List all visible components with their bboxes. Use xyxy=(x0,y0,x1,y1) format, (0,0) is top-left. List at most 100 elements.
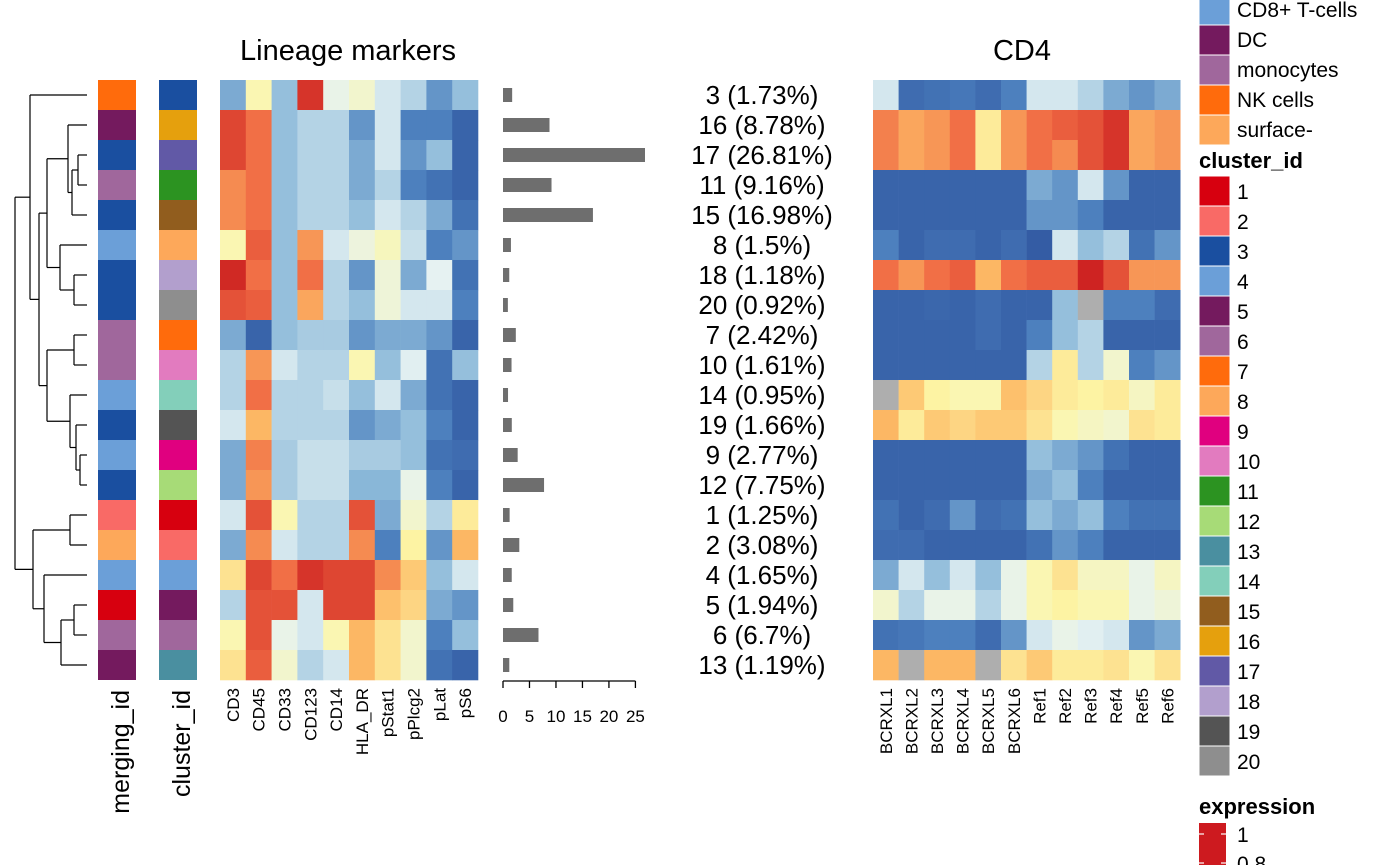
cd4-cell xyxy=(975,650,1002,681)
legend-label: 17 xyxy=(1237,661,1260,684)
cd4-cell xyxy=(1129,170,1155,201)
lineage-cell xyxy=(245,110,272,141)
lineage-cell xyxy=(374,410,401,441)
cd4-cell xyxy=(898,350,925,381)
cd4-cell xyxy=(1103,650,1130,681)
row-label: 6 (6.7%) xyxy=(713,620,811,650)
cd4-cell xyxy=(1077,350,1104,381)
cd4-cell xyxy=(924,470,951,501)
cd4-cell xyxy=(975,110,1002,141)
cd4-cell xyxy=(1103,620,1130,651)
cd4-cell xyxy=(873,350,899,381)
cd4-cell xyxy=(924,560,951,591)
expression-tick-label: 0.8 xyxy=(1237,853,1266,865)
cd4-cell xyxy=(1077,470,1104,501)
cd4-cell xyxy=(1077,410,1104,441)
lineage-cell xyxy=(426,440,453,471)
cd4-cell xyxy=(1129,260,1155,291)
cd4-cell xyxy=(1154,470,1181,501)
lineage-cell xyxy=(426,200,453,231)
lineage-heatmap: CD3 CD45 CD33 CD123 CD14 HLA_DR pStat1 pPlcg2 pL… xyxy=(220,80,479,755)
legend-swatch xyxy=(1198,475,1231,507)
row-label: 2 (3.08%) xyxy=(706,530,819,560)
lineage-column-label: CD45 xyxy=(250,688,269,731)
cd4-column-label: BCRXL3 xyxy=(928,688,947,754)
cd4-cell xyxy=(1154,260,1181,291)
merging-id-cell xyxy=(98,110,136,140)
lineage-cell xyxy=(297,230,324,261)
cd4-cell xyxy=(949,320,976,351)
legend-label: 8 xyxy=(1237,391,1249,414)
cd4-cell xyxy=(898,80,925,111)
cd4-cell xyxy=(1026,200,1053,231)
cd4-column-label: Ref4 xyxy=(1107,688,1126,724)
cluster-id-cell xyxy=(159,560,197,590)
lineage-cell xyxy=(271,620,298,651)
lineage-cell xyxy=(271,80,298,111)
cd4-cell xyxy=(975,530,1002,561)
lineage-cell xyxy=(400,620,427,651)
cd4-cell xyxy=(1077,500,1104,531)
lineage-cell xyxy=(349,650,376,681)
lineage-cell xyxy=(452,320,479,351)
cd4-cell xyxy=(1103,530,1130,561)
legend-label: 4 xyxy=(1237,271,1249,294)
cd4-cell xyxy=(1052,620,1079,651)
lineage-cell xyxy=(400,200,427,231)
lineage-cell xyxy=(323,140,350,171)
cd4-cell xyxy=(1077,590,1104,621)
lineage-column-label: pPlcg2 xyxy=(405,688,424,740)
lineage-cell xyxy=(245,470,272,501)
cd4-cell xyxy=(1129,440,1155,471)
merging-id-annotation xyxy=(98,80,136,680)
lineage-cell xyxy=(323,200,350,231)
legends: CD8+ T-cells DC monocytes NK cells surface-c… xyxy=(1198,0,1357,865)
lineage-cell xyxy=(452,110,479,141)
cd4-cell xyxy=(873,410,899,441)
cd4-cell xyxy=(1103,320,1130,351)
cd4-cell xyxy=(1103,560,1130,591)
cd4-cell xyxy=(1026,350,1053,381)
cd4-cell xyxy=(1154,650,1181,681)
merging-id-cell xyxy=(98,440,136,470)
cluster-id-axis-label: cluster_id xyxy=(168,690,196,797)
cd4-cell xyxy=(975,350,1002,381)
lineage-column-label: CD33 xyxy=(276,688,295,731)
lineage-cell xyxy=(452,440,479,471)
cd4-cell xyxy=(975,470,1002,501)
lineage-cell xyxy=(220,650,247,681)
cd4-cell xyxy=(1103,440,1130,471)
cluster-id-cell xyxy=(159,500,197,530)
cd4-cell xyxy=(1129,380,1155,411)
merging-id-axis-label: merging_id xyxy=(107,690,135,814)
lineage-cell xyxy=(220,350,247,381)
cluster-size-bar xyxy=(503,628,539,642)
cd4-cell xyxy=(1154,590,1181,621)
cd4-cell xyxy=(975,590,1002,621)
lineage-cell xyxy=(400,440,427,471)
cd4-cell xyxy=(1052,200,1079,231)
cd4-cell xyxy=(1026,230,1053,261)
cd4-cell xyxy=(1154,110,1181,141)
cd4-cell xyxy=(1103,290,1130,321)
cluster-id-cell xyxy=(159,140,197,170)
row-label: 15 (16.98%) xyxy=(691,200,833,230)
cd4-cell xyxy=(949,260,976,291)
lineage-cell xyxy=(245,410,272,441)
lineage-cell xyxy=(452,560,479,591)
legend-swatch xyxy=(1198,745,1231,777)
cd4-cell xyxy=(1077,80,1104,111)
lineage-cell xyxy=(271,200,298,231)
lineage-cell xyxy=(374,440,401,471)
lineage-cell xyxy=(220,80,247,111)
cd4-cell xyxy=(1129,230,1155,261)
cd4-cell xyxy=(949,230,976,261)
cd4-cell xyxy=(1077,620,1104,651)
lineage-cell xyxy=(374,470,401,501)
legend-swatch xyxy=(1198,54,1231,86)
lineage-cell xyxy=(374,230,401,261)
cd4-cell xyxy=(1001,200,1027,231)
cd4-cell xyxy=(898,530,925,561)
cd4-cell xyxy=(1052,530,1079,561)
cd4-cell xyxy=(1026,380,1053,411)
